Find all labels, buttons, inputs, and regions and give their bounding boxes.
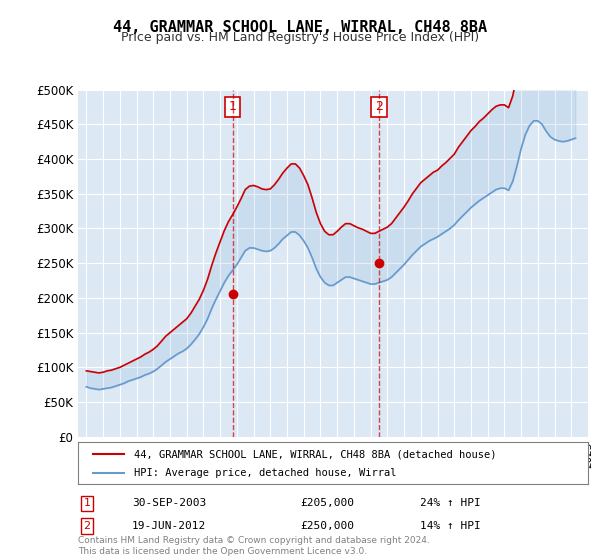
- Text: 30-SEP-2003: 30-SEP-2003: [132, 498, 206, 508]
- Text: £205,000: £205,000: [300, 498, 354, 508]
- Text: 24% ↑ HPI: 24% ↑ HPI: [420, 498, 481, 508]
- Text: 19-JUN-2012: 19-JUN-2012: [132, 521, 206, 531]
- Text: 44, GRAMMAR SCHOOL LANE, WIRRAL, CH48 8BA: 44, GRAMMAR SCHOOL LANE, WIRRAL, CH48 8B…: [113, 20, 487, 35]
- Text: 2: 2: [83, 521, 91, 531]
- Text: 1: 1: [229, 100, 236, 114]
- Text: 2: 2: [375, 100, 383, 114]
- Text: 44, GRAMMAR SCHOOL LANE, WIRRAL, CH48 8BA (detached house): 44, GRAMMAR SCHOOL LANE, WIRRAL, CH48 8B…: [134, 449, 497, 459]
- Text: 1: 1: [83, 498, 91, 508]
- Text: HPI: Average price, detached house, Wirral: HPI: Average price, detached house, Wirr…: [134, 468, 397, 478]
- Text: £250,000: £250,000: [300, 521, 354, 531]
- Text: 14% ↑ HPI: 14% ↑ HPI: [420, 521, 481, 531]
- Text: Contains HM Land Registry data © Crown copyright and database right 2024.
This d: Contains HM Land Registry data © Crown c…: [78, 536, 430, 556]
- Text: Price paid vs. HM Land Registry's House Price Index (HPI): Price paid vs. HM Land Registry's House …: [121, 31, 479, 44]
